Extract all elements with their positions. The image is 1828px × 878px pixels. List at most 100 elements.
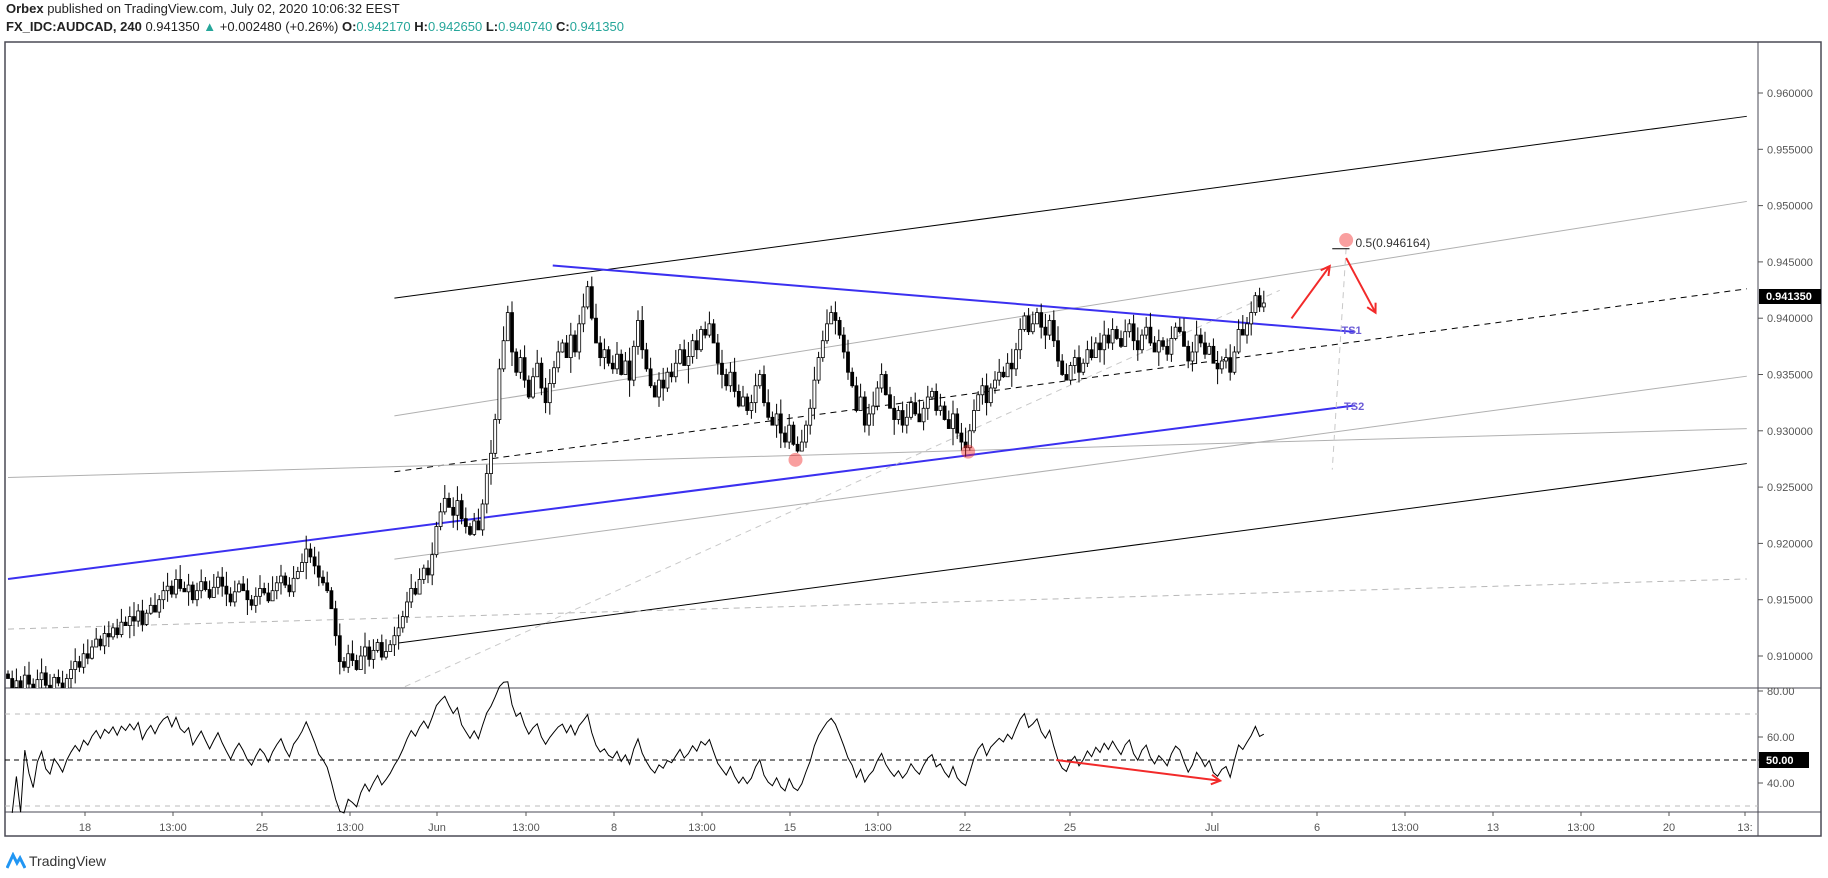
candle [669, 363, 674, 383]
candle [312, 546, 317, 575]
candle [972, 399, 976, 434]
candle-body [976, 394, 981, 411]
candle-body [501, 340, 506, 370]
candle-body [648, 368, 653, 387]
candle [661, 367, 666, 401]
candle [825, 309, 829, 344]
candle-body [1257, 295, 1262, 308]
candle [766, 389, 771, 421]
candle [190, 581, 195, 604]
candle [379, 634, 384, 661]
candle-body [329, 590, 334, 610]
candle-body [652, 385, 657, 398]
publisher[interactable]: Orbex [6, 1, 44, 16]
candle-body [594, 317, 598, 344]
candle [1085, 340, 1090, 367]
candle-body [829, 312, 834, 325]
axes-layer[interactable]: 0.960000 0.955000 0.950000 0.945000 0.940000… [79, 88, 1821, 834]
candle [518, 349, 523, 379]
candle [539, 357, 544, 396]
candle-body [367, 646, 372, 660]
candle [665, 367, 670, 392]
candle [241, 576, 246, 592]
candle-body [295, 571, 300, 579]
candle [81, 643, 86, 674]
candle [304, 535, 309, 580]
candle [1014, 342, 1018, 377]
time-tick-label: 25 [256, 822, 268, 834]
candle-body [959, 432, 964, 443]
candle [1009, 348, 1014, 387]
published-text: published on TradingView.com, July 02, 2… [47, 1, 400, 16]
candle-body [300, 562, 304, 572]
candle [342, 656, 346, 672]
candle-body [43, 672, 48, 686]
candle [153, 593, 157, 613]
projection-arrow-head [1320, 264, 1331, 277]
candle [367, 640, 372, 667]
candle-body [539, 362, 544, 389]
candle [946, 410, 951, 429]
candle [148, 597, 153, 615]
candle [720, 349, 724, 389]
candle-body [510, 312, 514, 353]
candle-body [434, 526, 439, 556]
candle [493, 413, 498, 457]
candle [232, 580, 237, 607]
candle [917, 399, 922, 423]
candle [136, 604, 141, 627]
candle [1022, 312, 1027, 332]
candle-body [518, 357, 523, 373]
candle-body [749, 402, 754, 411]
candle [1207, 342, 1212, 355]
candle [497, 358, 502, 424]
candle-body [577, 323, 582, 353]
candle-body [1194, 334, 1199, 353]
candle [98, 635, 103, 651]
candle-body [787, 424, 792, 443]
candle [77, 655, 82, 673]
candle-body [241, 583, 246, 592]
upper-blue-trendline [552, 264, 1356, 333]
candle [182, 581, 187, 593]
candle-body [1245, 323, 1249, 336]
candle-body [766, 402, 771, 418]
candle-body [31, 683, 36, 688]
candle-body [409, 588, 414, 603]
candle-body [111, 627, 115, 638]
candle [934, 383, 939, 416]
candle-body [963, 441, 968, 449]
candle-body [1089, 349, 1094, 359]
close-value: 0.941350 [569, 19, 624, 34]
candle [787, 414, 792, 450]
candle-body [350, 653, 355, 661]
candle-body [1135, 340, 1140, 351]
candle-body [938, 405, 943, 411]
last-price: 0.941350 [145, 19, 200, 34]
candle [774, 403, 779, 438]
price-tick-label: 0.940000 [1767, 313, 1813, 325]
candle-body [291, 577, 296, 593]
candle-body [762, 374, 766, 404]
candle-body [396, 627, 401, 637]
candle-body [1236, 329, 1241, 353]
symbol-name[interactable]: FX_IDC:AUDCAD, 240 [6, 19, 142, 34]
tradingview-logo[interactable]: TradingView [6, 852, 106, 870]
time-tick-label: 13:00 [336, 822, 364, 834]
time-tick-label: 13 [1487, 822, 1499, 834]
candle-body [463, 518, 468, 527]
fib-level-label: 0.5(0.946164) [1355, 236, 1430, 250]
time-tick-label: 13: [1737, 822, 1752, 834]
candle [455, 486, 460, 531]
candle-body [514, 351, 519, 373]
candle [1030, 311, 1035, 335]
candle [325, 571, 330, 594]
candle-body [140, 610, 145, 625]
candle-body [1026, 315, 1031, 333]
candle-body [1249, 312, 1254, 325]
candle [119, 608, 124, 638]
candles-layer [6, 276, 1266, 688]
candle [913, 392, 918, 417]
candle [132, 602, 136, 637]
